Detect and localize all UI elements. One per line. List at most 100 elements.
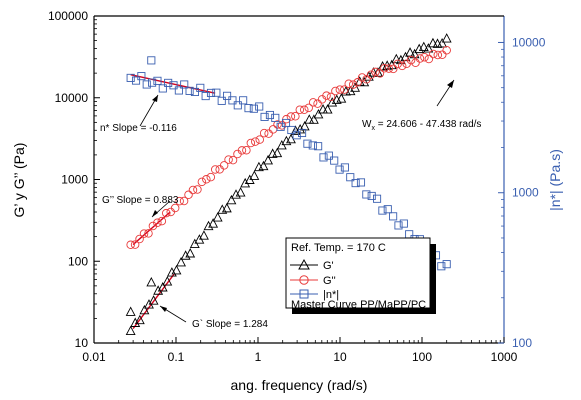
g-double-prime-point — [148, 221, 158, 231]
x-tick-label: 1 — [255, 350, 262, 364]
g-double-prime-point — [157, 216, 167, 226]
y-tick-label: 10000 — [55, 91, 89, 105]
eta-point — [228, 96, 237, 105]
g-prime-point — [258, 160, 269, 171]
eta-point — [281, 118, 291, 128]
g-double-prime-point — [415, 54, 425, 63]
eta-point — [174, 86, 183, 95]
legend: Ref. Temp. = 170 C G' G'' |n*| Master Cu… — [285, 237, 436, 314]
g-prime-point — [162, 276, 173, 286]
g-prime-point — [263, 154, 274, 165]
g-prime-point — [153, 285, 164, 295]
g-double-prime-point — [397, 61, 407, 71]
eta-point — [153, 76, 162, 85]
g-prime-point — [157, 282, 168, 292]
eta-point — [249, 104, 258, 113]
g-prime-point — [185, 248, 196, 258]
x-tick-label: 0.01 — [82, 350, 106, 364]
g-prime-point — [322, 104, 333, 114]
g-double-prime-point — [130, 240, 140, 249]
eta-point — [362, 190, 371, 199]
g-double-prime-point — [255, 135, 264, 144]
g-double-prime-point — [313, 99, 322, 108]
annotation-eta-slope: n* Slope = -0.116 — [100, 94, 177, 134]
legend-item-eta: |n*| — [290, 289, 339, 301]
g-prime-point — [418, 41, 429, 51]
eta-point — [212, 88, 221, 97]
legend-box — [285, 237, 431, 309]
g-double-prime-point — [362, 74, 371, 84]
g-prime-point — [350, 82, 361, 92]
eta-point — [244, 104, 253, 113]
eta-point — [148, 78, 157, 87]
annotation-wx-text: Wx = 24.606 - 47.438 rad/s — [362, 119, 481, 132]
g-double-prime-point — [268, 125, 278, 134]
eta-point — [180, 80, 189, 89]
g-prime-point — [171, 264, 182, 275]
g-double-prime-point — [179, 196, 189, 206]
annotation-wx: Wx = 24.606 - 47.438 rad/s — [362, 79, 481, 132]
g-double-prime-point — [393, 59, 402, 69]
g-prime-point — [125, 325, 136, 336]
eta-point — [314, 142, 323, 151]
eta-point — [399, 219, 408, 228]
g-double-prime-point — [126, 240, 135, 250]
eta-point — [201, 92, 210, 101]
g-double-prime-point — [202, 175, 211, 184]
g-double-prime-point — [411, 58, 420, 67]
legend-title: Ref. Temp. = 170 C — [291, 242, 386, 254]
g-double-prime-point — [166, 207, 175, 217]
g-double-prime-point — [442, 45, 451, 55]
g-double-prime-point — [286, 112, 296, 121]
g-prime-point — [414, 43, 425, 54]
eta-point — [147, 56, 156, 65]
eta-point — [164, 78, 173, 87]
g-double-prime-point — [433, 50, 443, 60]
eta-point — [383, 205, 392, 214]
g-prime-point — [231, 189, 241, 199]
eta-point — [319, 153, 328, 162]
g-prime-point — [423, 43, 434, 53]
eta-point — [223, 91, 232, 100]
annotation-g2-slope: G’’ Slope = 0.883 — [102, 195, 179, 218]
legend-label-eta: |n*| — [323, 289, 339, 301]
g-prime-point — [400, 51, 411, 62]
g-prime-point — [130, 317, 141, 327]
g-prime-point — [166, 267, 177, 277]
g-prime-point — [125, 306, 136, 316]
eta-point — [126, 73, 135, 82]
square-marker-icon — [299, 289, 309, 299]
eta-point — [378, 206, 387, 215]
g-prime-point — [299, 120, 310, 131]
g-prime-point — [437, 37, 448, 48]
g-double-prime-point — [162, 208, 171, 218]
eta-point — [255, 102, 264, 111]
g-prime-point — [428, 37, 438, 48]
g-double-prime-point — [210, 165, 220, 174]
eta-point — [351, 179, 360, 188]
g-double-prime-point — [389, 64, 398, 74]
eta-point — [298, 128, 307, 138]
annotation-g1-slope-text: G` Slope = 1.284 — [192, 318, 268, 330]
eta-point — [324, 151, 333, 160]
g-double-prime-point — [219, 161, 229, 170]
eta-point — [131, 76, 141, 85]
eta-point — [346, 173, 355, 182]
g-double-prime-point — [295, 105, 305, 114]
g-prime-point — [308, 114, 319, 124]
g-prime-point — [359, 76, 370, 87]
circle-marker-icon — [299, 275, 309, 285]
x-tick-label: 100 — [412, 350, 432, 364]
eta-point — [239, 96, 248, 105]
g-prime-point — [203, 220, 214, 231]
g-double-prime-point — [384, 64, 394, 73]
g-prime-point — [267, 148, 278, 158]
g-prime-point — [180, 250, 191, 260]
g-double-prime-point — [188, 185, 198, 195]
g-double-prime-point — [237, 146, 247, 155]
g-double-prime-point — [424, 54, 434, 64]
g-double-prime-point — [206, 172, 216, 182]
g-double-prime-point — [291, 111, 300, 121]
g-double-prime-point — [344, 79, 354, 88]
